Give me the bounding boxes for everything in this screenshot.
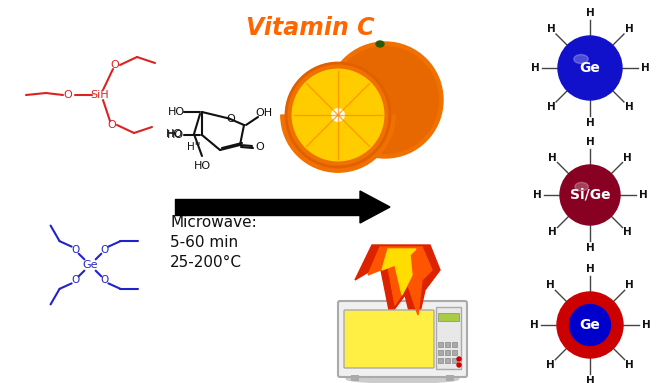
Text: H: H [639, 190, 647, 200]
Text: H: H [624, 24, 633, 34]
Polygon shape [368, 247, 432, 315]
Bar [438, 358, 443, 363]
Text: O: O [71, 245, 79, 255]
Polygon shape [355, 245, 440, 335]
Bar [438, 313, 459, 321]
FancyBboxPatch shape [338, 301, 467, 377]
Text: H: H [586, 243, 594, 253]
Circle shape [557, 292, 623, 358]
Text: H: H [623, 152, 632, 162]
Ellipse shape [346, 375, 459, 383]
Ellipse shape [286, 108, 390, 122]
Bar [452, 350, 457, 355]
Text: 5-60 min: 5-60 min [170, 235, 238, 250]
Text: HO: HO [168, 107, 184, 117]
Text: Ge: Ge [580, 318, 600, 332]
Text: H: H [641, 63, 649, 73]
Circle shape [327, 42, 443, 158]
Text: H: H [624, 102, 633, 112]
Text: H: H [642, 320, 651, 330]
Text: H: H [547, 102, 555, 112]
Text: H: H [586, 137, 594, 147]
Text: Si/Ge: Si/Ge [570, 188, 610, 202]
Bar [452, 342, 457, 347]
Text: H: H [625, 280, 634, 290]
Text: H: H [548, 152, 557, 162]
Circle shape [332, 109, 344, 121]
Circle shape [292, 69, 384, 161]
Text: H: H [546, 360, 555, 370]
Text: H: H [623, 228, 632, 237]
Bar [438, 342, 443, 347]
Ellipse shape [574, 54, 588, 64]
Text: O: O [226, 113, 235, 123]
Circle shape [560, 165, 620, 225]
Circle shape [570, 304, 610, 345]
Text: H: H [533, 190, 541, 200]
Text: HO: HO [165, 129, 182, 139]
Text: H: H [586, 118, 594, 128]
Ellipse shape [376, 41, 384, 47]
Circle shape [332, 47, 438, 153]
Circle shape [558, 36, 622, 100]
Circle shape [286, 63, 390, 167]
Text: Ge: Ge [82, 260, 98, 270]
Text: Ge: Ge [580, 61, 600, 75]
Text: O: O [100, 245, 109, 255]
Bar [445, 342, 450, 347]
Text: HO: HO [166, 130, 184, 140]
Circle shape [457, 363, 461, 367]
Polygon shape [360, 191, 390, 223]
Text: 25-200°C: 25-200°C [170, 255, 242, 270]
Text: H: H [546, 280, 555, 290]
Text: Vitamin C: Vitamin C [246, 16, 375, 40]
FancyBboxPatch shape [344, 310, 434, 368]
Bar [351, 375, 359, 381]
Circle shape [457, 357, 461, 361]
Text: O: O [100, 275, 109, 285]
Text: O: O [256, 142, 265, 152]
Text: O: O [111, 60, 119, 70]
Bar [436, 307, 461, 369]
Text: O: O [64, 90, 72, 100]
Bar [452, 358, 457, 363]
Text: H: H [529, 320, 539, 330]
Text: H: H [586, 264, 594, 274]
Text: SiH: SiH [90, 90, 109, 100]
Text: H: H [548, 228, 557, 237]
Text: H: H [547, 24, 555, 34]
Polygon shape [382, 249, 416, 295]
Text: H: H [586, 376, 594, 383]
Text: H: H [586, 8, 594, 18]
Text: H: H [625, 360, 634, 370]
Text: Microwave:: Microwave: [170, 215, 257, 230]
Text: OH: OH [255, 108, 273, 118]
Bar [438, 350, 443, 355]
Bar [445, 350, 450, 355]
Text: H'': H'' [187, 142, 201, 152]
Ellipse shape [575, 182, 588, 191]
Text: HO: HO [194, 161, 210, 171]
Text: H: H [531, 63, 539, 73]
Bar [446, 375, 454, 381]
Text: O: O [71, 275, 79, 285]
Bar [445, 358, 450, 363]
Text: O: O [108, 120, 117, 130]
Wedge shape [281, 115, 395, 172]
